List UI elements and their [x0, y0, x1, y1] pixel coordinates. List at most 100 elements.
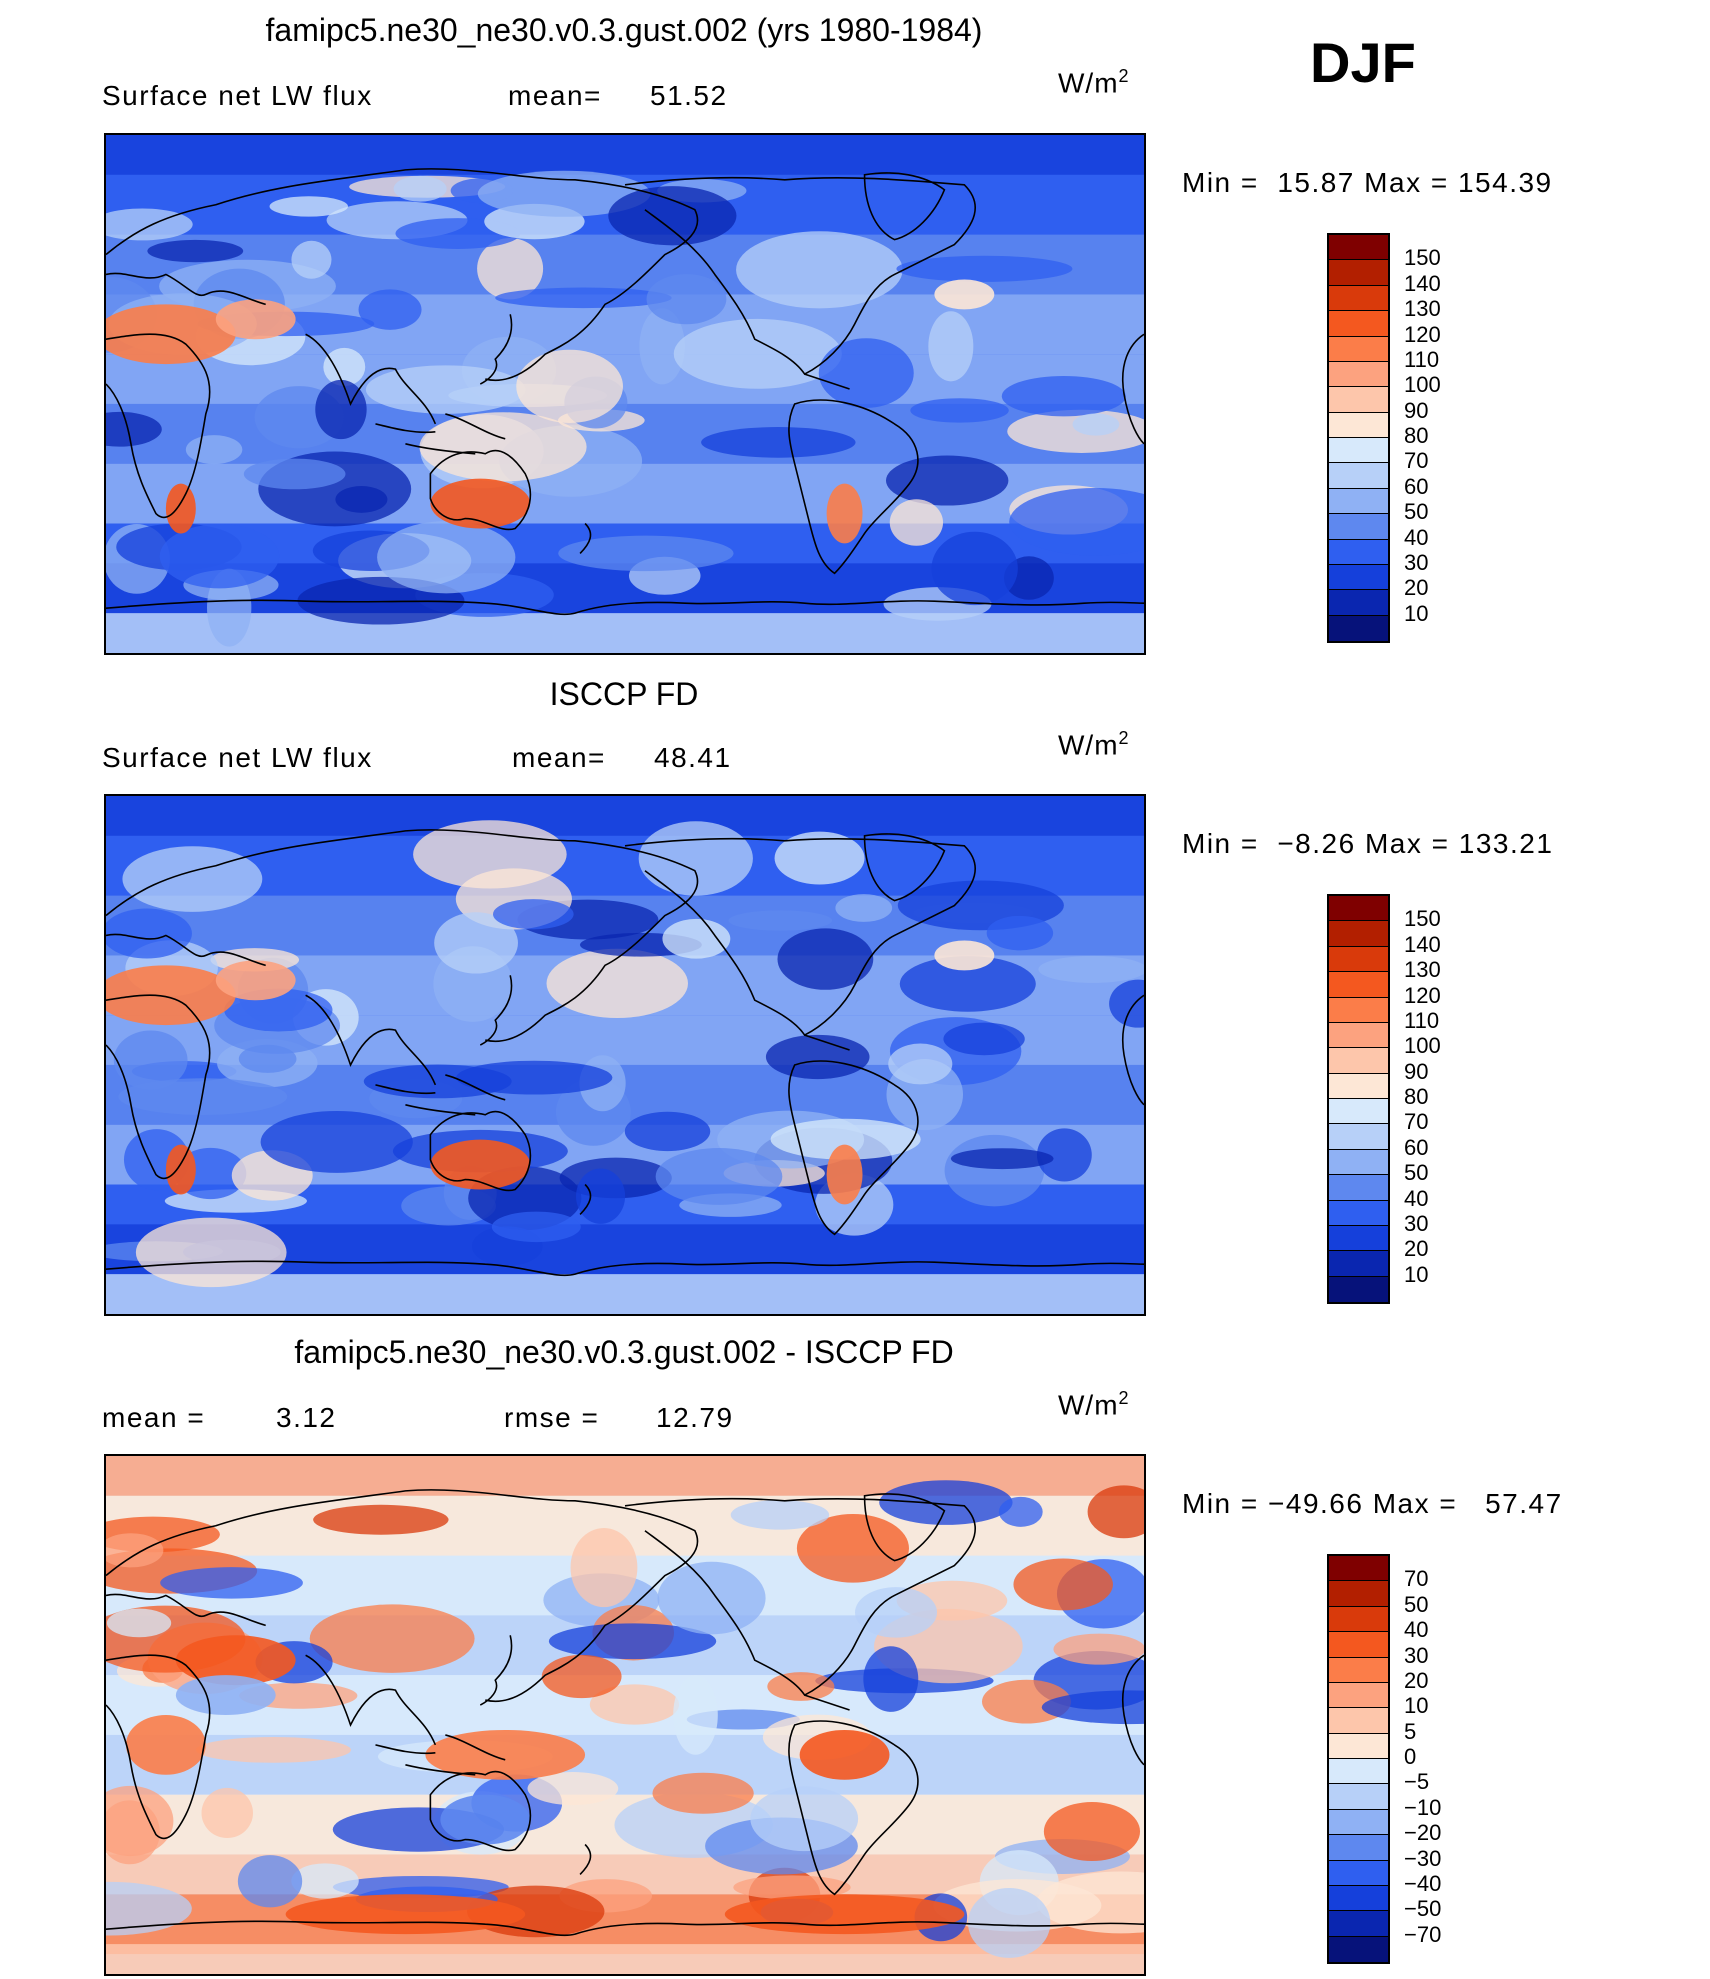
panel-3-colorbar-swatch — [1329, 1936, 1388, 1962]
panel-3-colorbar-swatch — [1329, 1784, 1388, 1810]
panel-2-colorbar-label: 30 — [1404, 1210, 1429, 1236]
season-label: DJF — [1310, 31, 1416, 94]
panel-3-colorbar-swatch — [1329, 1835, 1388, 1861]
panel-2-colorbar-swatch — [1329, 972, 1388, 998]
panel-3-colorbar-label: 30 — [1404, 1642, 1429, 1668]
panel-3-colorbar-label: −70 — [1404, 1921, 1442, 1947]
panel-1-map — [104, 133, 1146, 655]
panel-3-colorbar-label: −40 — [1404, 1870, 1442, 1896]
panel-3-minmax: Min = −49.66 Max = 57.47 — [1182, 1488, 1563, 1519]
panel-1-variable: Surface net LW flux — [102, 80, 373, 111]
panel-2-colorbar-label: 50 — [1404, 1160, 1429, 1186]
panel-3-map-svg — [106, 1456, 1144, 1974]
panel-2-colorbar-swatch — [1329, 1073, 1388, 1099]
panel-2-colorbar-swatch — [1329, 1200, 1388, 1226]
panel-3-colorbar-swatch — [1329, 1885, 1388, 1912]
panel-1-colorbar-swatch — [1329, 235, 1388, 261]
panel-2-colorbar-swatch — [1329, 1276, 1388, 1302]
panel-3-colorbar-swatch — [1329, 1759, 1388, 1785]
panel-1-mean-value: 51.52 — [650, 80, 728, 111]
panel-1-colorbar-label: 40 — [1404, 524, 1429, 550]
panel-2-colorbar-label: 40 — [1404, 1185, 1429, 1211]
panel-2-colorbar-label: 70 — [1404, 1109, 1429, 1135]
panel-2-colorbar-swatch — [1329, 1225, 1388, 1252]
panel-2-title: ISCCP FD — [549, 676, 699, 712]
panel-2-colorbar-label: 10 — [1404, 1261, 1429, 1287]
panel-1-colorbar-swatch — [1329, 412, 1388, 438]
panel-3-colorbar-swatch — [1329, 1809, 1388, 1836]
panel-1-colorbar-label: 140 — [1404, 270, 1441, 296]
panel-3-colorbar-swatch — [1329, 1911, 1388, 1937]
panel-1-units: W/m2 — [1058, 66, 1130, 99]
panel-3-colorbar-label: 20 — [1404, 1667, 1429, 1693]
panel-3-colorbar-label: −20 — [1404, 1820, 1442, 1846]
panel-3-rmse-value: 12.79 — [656, 1402, 734, 1433]
panel-1-colorbar-label: 60 — [1404, 473, 1429, 499]
panel-1-colorbar-swatch — [1329, 590, 1388, 616]
panel-1-colorbar-label: 70 — [1404, 448, 1429, 474]
panel-1-colorbar-label: 110 — [1404, 346, 1440, 372]
panel-3-colorbar-swatch — [1329, 1860, 1388, 1886]
panel-1-map-svg — [106, 135, 1144, 653]
panel-1-colorbar-label: 120 — [1404, 321, 1441, 347]
panel-2-colorbar-swatch — [1329, 896, 1388, 922]
panel-2-colorbar-label: 90 — [1404, 1058, 1429, 1084]
panel-1-colorbar-label: 20 — [1404, 575, 1429, 601]
panel-2-colorbar-swatch — [1329, 1251, 1388, 1277]
panel-3-colorbar-label: 50 — [1404, 1591, 1429, 1617]
panel-1-colorbar-label: 80 — [1404, 423, 1429, 448]
panel-2-colorbar-label: 80 — [1404, 1084, 1429, 1109]
panel-2-colorbar-swatch — [1329, 1124, 1388, 1150]
panel-2-colorbar-swatch — [1329, 1048, 1388, 1074]
panel-3-colorbar-label: 70 — [1404, 1566, 1429, 1592]
panel-1-colorbar-swatch — [1329, 311, 1388, 337]
panel-3-colorbar-label: 40 — [1404, 1617, 1429, 1643]
panel-3-title: famipc5.ne30_ne30.v0.3.gust.002 - ISCCP … — [294, 1334, 954, 1370]
panel-2-colorbar-label: 110 — [1404, 1007, 1440, 1033]
panel-1-colorbar-swatch — [1329, 361, 1388, 388]
panel-3-mean-label: mean = — [102, 1402, 206, 1433]
panel-3-colorbar-swatch — [1329, 1606, 1388, 1633]
panel-1-colorbar-swatch — [1329, 285, 1388, 312]
panel-2-colorbar-label: 20 — [1404, 1236, 1429, 1262]
panel-3-colorbar — [1327, 1554, 1390, 1964]
panel-1-colorbar-label: 100 — [1404, 372, 1441, 398]
panel-1-colorbar-label: 30 — [1404, 549, 1429, 575]
panel-3-colorbar-label: −10 — [1404, 1794, 1442, 1820]
panel-1-colorbar-label: 50 — [1404, 499, 1429, 525]
panel-3-colorbar-swatch — [1329, 1682, 1388, 1709]
panel-1-colorbar-swatch — [1329, 336, 1388, 362]
panel-3-units: W/m2 — [1058, 1388, 1130, 1421]
panel-2-colorbar-label: 150 — [1404, 906, 1441, 932]
panel-1-mean-label: mean= — [508, 80, 602, 111]
panel-2-colorbar-label: 130 — [1404, 957, 1441, 983]
panel-3-map — [104, 1454, 1146, 1976]
panel-1-colorbar-swatch — [1329, 564, 1388, 591]
panel-2-colorbar-swatch — [1329, 921, 1388, 947]
panel-3-colorbar-swatch — [1329, 1733, 1388, 1759]
panel-1-colorbar-swatch — [1329, 539, 1388, 565]
panel-1-colorbar-label: 90 — [1404, 397, 1429, 423]
panel-1-colorbar-swatch — [1329, 260, 1388, 286]
panel-2-colorbar-label: 120 — [1404, 982, 1441, 1008]
panel-3-mean-value: 3.12 — [276, 1402, 337, 1433]
panel-2-colorbar-label: 140 — [1404, 931, 1441, 957]
panel-1-colorbar-label: 130 — [1404, 296, 1441, 322]
panel-1-colorbar-label: 10 — [1404, 600, 1429, 626]
panel-2-units: W/m2 — [1058, 728, 1130, 761]
panel-3-colorbar-label: 5 — [1404, 1718, 1417, 1744]
panel-1-colorbar-swatch — [1329, 488, 1388, 515]
panel-1-title: famipc5.ne30_ne30.v0.3.gust.002 (yrs 198… — [265, 12, 983, 48]
panel-1-colorbar-label: 150 — [1404, 245, 1441, 271]
panel-1-colorbar-swatch — [1329, 514, 1388, 540]
panel-3-colorbar-label: −5 — [1404, 1769, 1430, 1795]
panel-2-colorbar-swatch — [1329, 1175, 1388, 1201]
panel-1-colorbar-swatch — [1329, 615, 1388, 641]
panel-1-colorbar-swatch — [1329, 387, 1388, 413]
panel-2-colorbar — [1327, 894, 1390, 1304]
panel-3-colorbar-label: 0 — [1404, 1744, 1417, 1769]
panel-2-minmax: Min = −8.26 Max = 133.21 — [1182, 828, 1554, 859]
panel-3-colorbar-label: 10 — [1404, 1693, 1429, 1719]
panel-2-colorbar-swatch — [1329, 1149, 1388, 1176]
panel-2-map — [104, 794, 1146, 1316]
